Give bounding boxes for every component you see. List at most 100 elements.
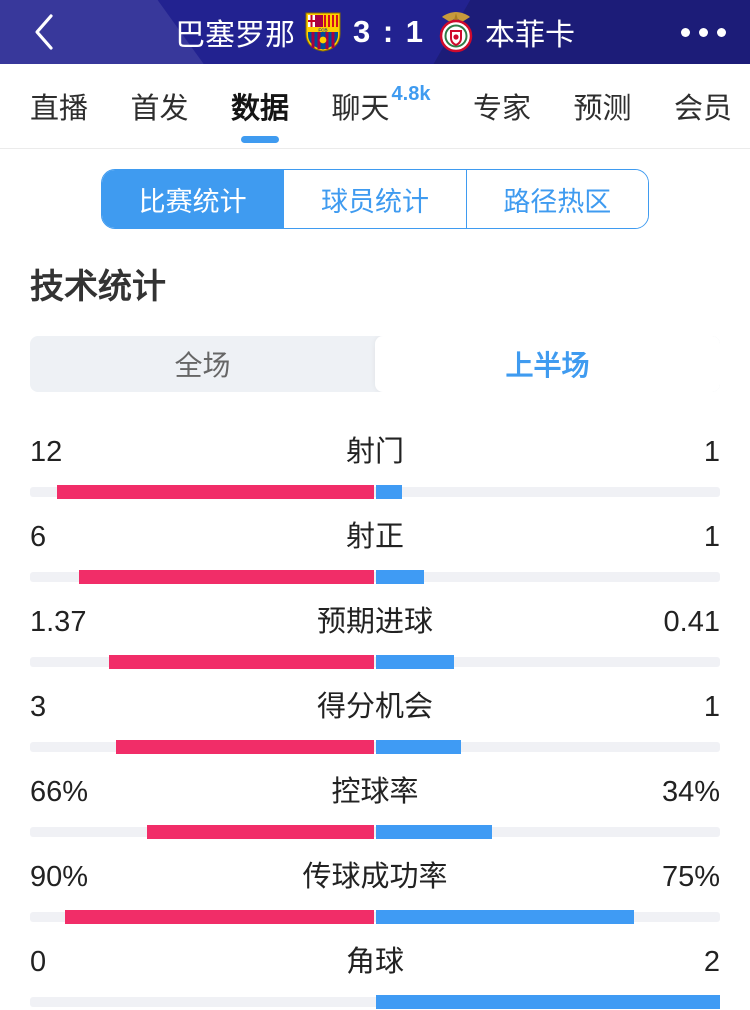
stat-label: 传球成功率 xyxy=(302,861,448,893)
active-tab-underline xyxy=(241,135,279,143)
stat-row-得分机会: 3 得分机会 1 xyxy=(0,669,750,754)
segmented-control: 比赛统计 球员统计 路径热区 xyxy=(101,169,649,229)
home-bar xyxy=(79,570,374,584)
match-header: 巴塞罗那 FCB 3 : 1 本菲卡 xyxy=(0,0,750,64)
home-value: 3 xyxy=(30,691,47,723)
stat-row-控球率: 66% 控球率 34% xyxy=(0,754,750,839)
chat-count-badge: 4.8k xyxy=(391,82,431,105)
tab-会员[interactable]: 会员 xyxy=(674,64,732,149)
stat-row-射正: 6 射正 1 xyxy=(0,499,750,584)
stat-label: 角球 xyxy=(345,946,404,978)
home-bar xyxy=(56,485,374,499)
tab-聊天[interactable]: 聊天 4.8k xyxy=(332,64,431,149)
menu-dot-icon xyxy=(681,27,690,37)
stat-values-line: 90% 传球成功率 75% xyxy=(30,853,720,895)
tab-直播[interactable]: 直播 xyxy=(30,64,88,149)
home-value: 12 xyxy=(30,436,63,468)
home-value: 90% xyxy=(30,861,89,893)
stat-bar xyxy=(30,994,720,1010)
segmented-control-wrap: 比赛统计 球员统计 路径热区 xyxy=(0,149,750,229)
section-title: 技术统计 xyxy=(30,268,166,306)
bar-track xyxy=(30,487,720,497)
away-value: 0.41 xyxy=(663,606,720,638)
stat-label: 控球率 xyxy=(331,776,419,808)
away-bar xyxy=(376,995,720,1009)
menu-dot-icon xyxy=(717,27,726,37)
stat-bar xyxy=(30,824,720,840)
away-bar xyxy=(376,485,402,499)
stat-row-角球: 0 角球 2 xyxy=(0,924,750,1009)
tab-label: 聊天 xyxy=(331,93,390,125)
away-value: 75% xyxy=(661,861,720,893)
tab-预测[interactable]: 预测 xyxy=(573,64,631,149)
home-value: 6 xyxy=(30,521,47,553)
stat-bar xyxy=(30,484,720,500)
period-全场[interactable]: 全场 xyxy=(174,350,231,381)
stat-values-line: 0 角球 2 xyxy=(30,938,720,980)
bar-track xyxy=(30,912,720,922)
match-score: 3 : 1 xyxy=(352,14,426,49)
stat-bar xyxy=(30,739,720,755)
tab-label: 会员 xyxy=(673,93,732,125)
away-value: 1 xyxy=(703,521,720,553)
away-bar xyxy=(376,910,634,924)
home-team-name: 巴塞罗那 xyxy=(174,19,295,52)
stat-values-line: 6 射正 1 xyxy=(30,513,720,555)
bar-track xyxy=(30,827,720,837)
stat-values-line: 66% 控球率 34% xyxy=(30,768,720,810)
tab-label: 预测 xyxy=(573,93,632,125)
stats-list: 12 射门 1 6 射正 1 1.37 预期进球 0.41 3 得分机会 1 66% 控球率 34% 90% 传… xyxy=(0,414,750,1009)
home-bar xyxy=(116,740,374,754)
away-value: 1 xyxy=(703,436,720,468)
back-button[interactable] xyxy=(22,0,66,64)
home-bar xyxy=(64,910,374,924)
benfica-crest-icon xyxy=(439,12,473,53)
bar-track xyxy=(30,742,720,752)
bar-track xyxy=(30,657,720,667)
stat-label: 得分机会 xyxy=(316,691,433,723)
back-chevron-icon xyxy=(35,14,53,50)
away-bar xyxy=(376,655,455,669)
barcelona-crest-icon: FCB xyxy=(305,12,341,52)
stat-bar xyxy=(30,654,720,670)
stat-row-传球成功率: 90% 传球成功率 75% xyxy=(0,839,750,924)
stat-bar xyxy=(30,569,720,585)
segment-比赛统计[interactable]: 比赛统计 xyxy=(102,170,284,228)
away-bar xyxy=(376,825,493,839)
bar-track xyxy=(30,572,720,582)
home-value: 0 xyxy=(30,946,47,978)
home-value: 66% xyxy=(30,776,89,808)
menu-dot-icon xyxy=(699,27,708,37)
tab-label: 专家 xyxy=(472,93,531,125)
tab-bar: 直播 首发 数据 聊天 4.8k 专家 预测 会员 xyxy=(0,64,750,149)
away-team-name: 本菲卡 xyxy=(485,19,576,52)
home-bar xyxy=(109,655,374,669)
stat-row-射门: 12 射门 1 xyxy=(0,414,750,499)
home-value: 1.37 xyxy=(30,606,87,638)
home-bar xyxy=(147,825,374,839)
tab-专家[interactable]: 专家 xyxy=(473,64,531,149)
more-menu-button[interactable] xyxy=(681,0,726,64)
stat-values-line: 3 得分机会 1 xyxy=(30,683,720,725)
stat-label: 射正 xyxy=(345,521,404,553)
segment-路径热区[interactable]: 路径热区 xyxy=(465,170,648,228)
period-toggle: 全场 上半场 xyxy=(30,336,720,392)
away-value: 1 xyxy=(703,691,720,723)
stat-values-line: 1.37 预期进球 0.41 xyxy=(30,598,720,640)
stat-bar xyxy=(30,909,720,925)
stat-values-line: 12 射门 1 xyxy=(30,428,720,470)
away-bar xyxy=(376,740,462,754)
period-上半场[interactable]: 上半场 xyxy=(375,336,720,392)
tab-首发[interactable]: 首发 xyxy=(131,64,189,149)
away-value: 34% xyxy=(661,776,720,808)
tab-label: 直播 xyxy=(30,93,89,125)
stat-row-预期进球: 1.37 预期进球 0.41 xyxy=(0,584,750,669)
away-bar xyxy=(376,570,425,584)
tab-label: 首发 xyxy=(130,93,189,125)
segment-球员统计[interactable]: 球员统计 xyxy=(283,170,466,228)
stat-label: 射门 xyxy=(345,436,404,468)
tab-label: 数据 xyxy=(231,93,290,125)
svg-text:FCB: FCB xyxy=(318,28,328,33)
tab-数据[interactable]: 数据 xyxy=(231,64,289,149)
stat-label: 预期进球 xyxy=(316,606,433,638)
